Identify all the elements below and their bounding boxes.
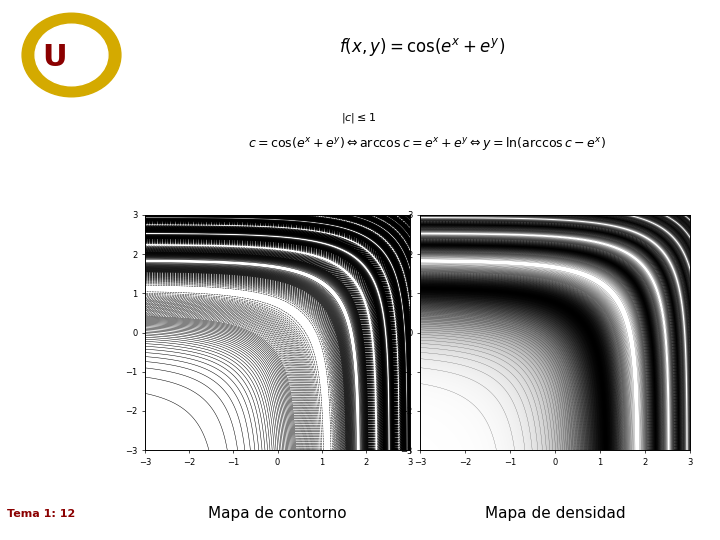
Text: Mapa de contorno: Mapa de contorno — [208, 506, 347, 521]
Text: U: U — [42, 43, 67, 72]
Circle shape — [35, 24, 108, 86]
Circle shape — [22, 13, 121, 97]
Text: Ejemplo 3: Ejemplo 3 — [153, 38, 252, 57]
Text: $|c|\leq 1$: $|c|\leq 1$ — [341, 111, 376, 125]
Text: Introducción al Cálculo Infinitesimal: Introducción al Cálculo Infinitesimal — [16, 216, 24, 378]
Text: $c = \cos(e^x + e^y) \Leftrightarrow \arccos c = e^x + e^y \Leftrightarrow y = \: $c = \cos(e^x + e^y) \Leftrightarrow \ar… — [248, 135, 606, 152]
Text: Tema 1: Límites y continuidad: Tema 1: Límites y continuidad — [80, 258, 90, 435]
Text: Tema 1: 12: Tema 1: 12 — [7, 509, 76, 519]
Text: Mapa de densidad: Mapa de densidad — [485, 506, 625, 521]
Text: $f(x,y) = \cos(e^x + e^y)$: $f(x,y) = \cos(e^x + e^y)$ — [339, 37, 505, 58]
